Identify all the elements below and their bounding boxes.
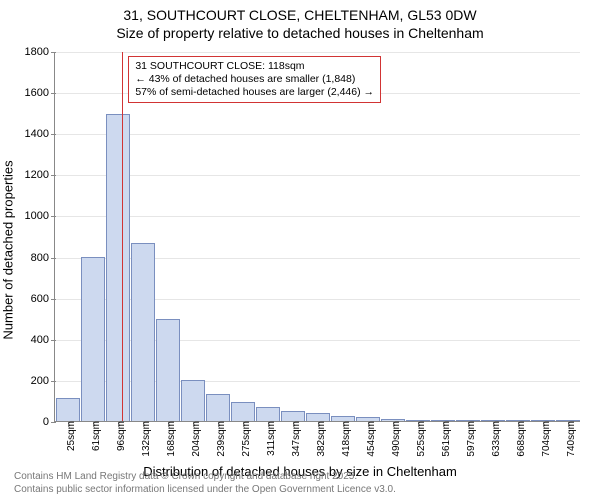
y-tick-label: 400: [31, 334, 55, 346]
y-tick-label: 1400: [25, 128, 55, 140]
histogram-bar: [81, 257, 105, 421]
x-tick-label: 311sqm: [264, 421, 277, 456]
y-tick-label: 1600: [25, 87, 55, 99]
x-tick-label: 525sqm: [414, 421, 427, 457]
plot-area: 02004006008001000120014001600180025sqm61…: [54, 52, 580, 422]
x-tick-label: 239sqm: [214, 421, 227, 457]
x-tick-label: 168sqm: [164, 421, 177, 457]
bars: [55, 52, 580, 421]
annotation-line-2: 57% of semi-detached houses are larger (…: [135, 86, 374, 99]
x-tick-label: 418sqm: [339, 421, 352, 457]
histogram-bar: [181, 380, 205, 421]
x-tick-label: 633sqm: [489, 421, 502, 457]
histogram-bar: [56, 398, 80, 421]
footer-line-1: Contains HM Land Registry data © Crown c…: [14, 471, 396, 484]
footer-line-2: Contains public sector information licen…: [14, 484, 396, 497]
histogram-bar: [131, 243, 155, 421]
x-tick-label: 597sqm: [464, 421, 477, 457]
title-block: 31, SOUTHCOURT CLOSE, CHELTENHAM, GL53 0…: [0, 0, 600, 42]
x-tick-label: 454sqm: [364, 421, 377, 457]
x-tick-label: 132sqm: [139, 421, 152, 457]
annotation-box: 31 SOUTHCOURT CLOSE: 118sqm← 43% of deta…: [128, 56, 381, 103]
histogram-bar: [106, 114, 130, 422]
y-tick-label: 600: [31, 293, 55, 305]
y-tick-label: 200: [31, 375, 55, 387]
x-tick-label: 275sqm: [239, 421, 252, 457]
y-tick-label: 800: [31, 252, 55, 264]
histogram-bar: [306, 413, 330, 421]
y-tick-label: 1800: [25, 46, 55, 58]
histogram-bar: [206, 394, 230, 421]
x-tick-label: 561sqm: [439, 421, 452, 457]
x-tick-label: 61sqm: [89, 421, 102, 451]
x-tick-label: 96sqm: [114, 421, 127, 451]
x-tick-label: 204sqm: [189, 421, 202, 457]
property-marker-line: [122, 52, 123, 421]
y-tick-label: 1000: [25, 210, 55, 222]
x-tick-label: 347sqm: [289, 421, 302, 457]
annotation-heading: 31 SOUTHCOURT CLOSE: 118sqm: [135, 60, 374, 73]
x-tick-label: 668sqm: [514, 421, 527, 457]
footer-attribution: Contains HM Land Registry data © Crown c…: [14, 471, 396, 496]
x-tick-label: 704sqm: [539, 421, 552, 457]
histogram-bar: [281, 411, 305, 421]
annotation-line-1: ← 43% of detached houses are smaller (1,…: [135, 73, 374, 86]
x-tick-label: 490sqm: [389, 421, 402, 457]
x-tick-label: 25sqm: [64, 421, 77, 451]
y-tick-label: 0: [43, 416, 55, 428]
y-axis-label: Number of detached properties: [1, 71, 16, 250]
title-main: 31, SOUTHCOURT CLOSE, CHELTENHAM, GL53 0…: [0, 6, 600, 24]
title-sub: Size of property relative to detached ho…: [0, 24, 600, 42]
histogram-bar: [231, 402, 255, 421]
chart-container: 31, SOUTHCOURT CLOSE, CHELTENHAM, GL53 0…: [0, 0, 600, 500]
y-tick-label: 1200: [25, 169, 55, 181]
x-tick-label: 740sqm: [564, 421, 577, 457]
histogram-bar: [156, 319, 180, 422]
x-tick-label: 382sqm: [314, 421, 327, 457]
histogram-bar: [256, 407, 280, 421]
